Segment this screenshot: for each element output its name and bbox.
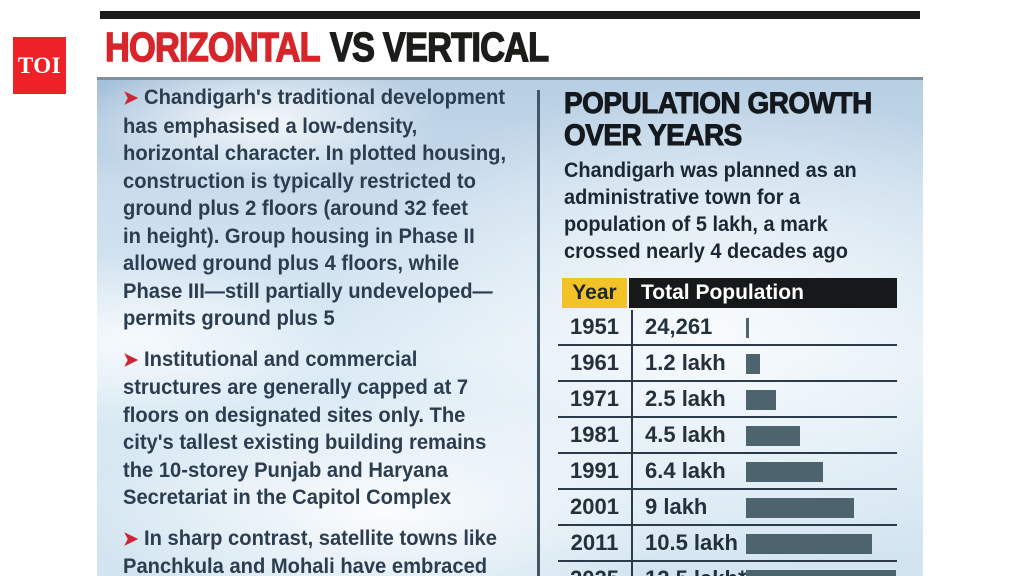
population-bar <box>746 534 872 554</box>
sky-background <box>97 80 923 576</box>
bullet-arrow-icon: ➤ <box>123 349 139 371</box>
population-bar <box>746 318 749 338</box>
table-row: 1991 6.4 lakh <box>558 454 897 490</box>
population-bar <box>746 462 823 482</box>
table-row: 1951 24,261 <box>558 310 897 346</box>
table-row: 202512.5 lakh* <box>558 562 897 576</box>
population-bar <box>746 354 760 374</box>
row-population-value: 9 lakh <box>645 494 708 519</box>
page-title: HORIZONTAL VS VERTICAL <box>104 23 549 71</box>
row-year: 2025 <box>558 566 631 576</box>
toi-logo: TOI <box>13 37 66 94</box>
table-header-year: Year <box>562 278 627 308</box>
table-row: 1971 2.5 lakh <box>558 382 897 418</box>
bullet-arrow-icon: ➤ <box>123 528 139 550</box>
top-rule-bar <box>100 11 920 19</box>
row-year: 1951 <box>570 314 619 339</box>
table-row: 1961 1.2 lakh <box>558 346 897 382</box>
bullet-paragraph: ➤ In sharp contrast, satellite towns like… <box>123 525 524 576</box>
row-year: 2011 <box>570 530 619 555</box>
bullet-paragraph-text: Institutional and commercial structures … <box>123 347 487 510</box>
row-year: 1961 <box>570 350 619 375</box>
row-population-value: 6.4 lakh <box>645 458 726 483</box>
population-bar <box>746 390 776 410</box>
column-divider <box>537 90 540 576</box>
row-population-value: 2.5 lakh <box>645 386 726 411</box>
bullet-arrow-icon: ➤ <box>123 88 139 109</box>
table-body: 1951 24,261 1961 1.2 lakh 1971 2.5 lakh 1981 4.… <box>558 310 897 576</box>
left-paragraphs: ➤ Chandigarh's traditional development ha… <box>123 84 524 576</box>
table-row: 1981 4.5 lakh <box>558 418 897 454</box>
row-population-value: 24,261 <box>645 314 713 339</box>
population-bar <box>746 426 800 446</box>
bullet-paragraph-text: Chandigarh's traditional development has… <box>123 86 507 330</box>
infographic-card: HORIZONTAL VS VERTICAL ➤ Chandigarh's trad… <box>97 0 923 576</box>
row-year: 2001 <box>570 494 619 519</box>
population-bar <box>746 570 896 576</box>
row-population-value: 12.5 lakh* <box>631 566 747 576</box>
row-year: 1971 <box>570 386 619 411</box>
row-population-value: 4.5 lakh <box>645 422 726 447</box>
section-heading: POPULATION GROWTH OVER YEARS <box>564 87 873 152</box>
bullet-paragraph-text: In sharp contrast, satellite towns like … <box>123 526 497 576</box>
table-header-row: Year Total Population <box>558 278 897 308</box>
table-row: 2011 10.5 lakh <box>558 526 897 562</box>
population-table: Year Total Population 1951 24,261 1961 1.2 … <box>558 278 897 576</box>
row-year: 1981 <box>570 422 619 447</box>
row-year: 1991 <box>570 458 619 483</box>
table-header-population: Total Population <box>629 278 897 308</box>
section-subheading: Chandigarh was planned as an administrat… <box>564 159 857 263</box>
row-population-value: 1.2 lakh <box>645 350 726 375</box>
table-column-separator <box>631 310 633 576</box>
population-bar <box>746 498 854 518</box>
bullet-paragraph: ➤ Chandigarh's traditional development ha… <box>123 84 524 333</box>
toi-logo-text: TOI <box>17 52 62 78</box>
row-population-value: 10.5 lakh <box>645 530 738 555</box>
title-word-vs-vertical: VS VERTICAL <box>329 23 549 70</box>
bullet-paragraph: ➤ Institutional and commercial structures… <box>123 346 524 512</box>
title-word-horizontal: HORIZONTAL <box>104 23 321 70</box>
title-divider-rule <box>97 77 923 80</box>
table-row: 2001 9 lakh <box>558 490 897 526</box>
